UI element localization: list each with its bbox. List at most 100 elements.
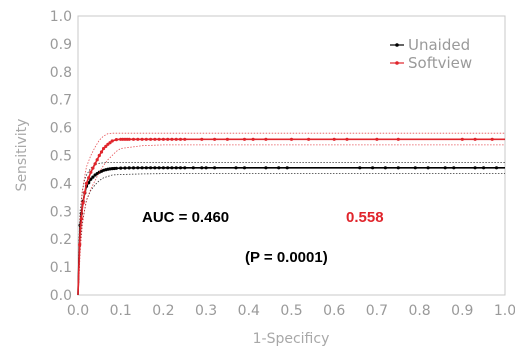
point-softview: [174, 137, 178, 141]
point-unaided: [144, 166, 148, 170]
point-softview: [396, 137, 400, 141]
point-unaided: [166, 166, 170, 170]
point-softview: [108, 141, 112, 145]
point-unaided: [200, 166, 204, 170]
ci-upper-softview: [77, 132, 505, 296]
point-softview: [91, 166, 95, 170]
ci-upper-unaided: [77, 162, 505, 296]
point-unaided: [452, 166, 456, 170]
point-softview: [140, 137, 144, 141]
point-unaided: [157, 166, 161, 170]
point-softview: [83, 190, 87, 194]
point-softview: [102, 146, 106, 151]
y-tick-label: 0.6: [50, 121, 72, 137]
point-unaided: [413, 166, 417, 170]
point-softview: [78, 243, 82, 247]
legend-marker-softview: [395, 61, 399, 65]
point-unaided: [204, 166, 208, 170]
auc-unaided-label: AUC = 0.460: [142, 209, 229, 226]
point-unaided: [473, 166, 477, 170]
point-softview: [183, 137, 187, 141]
point-unaided: [443, 166, 447, 170]
y-tick-label: 0.0: [50, 288, 72, 304]
point-softview: [251, 137, 255, 141]
x-tick-label: 0.9: [451, 303, 473, 319]
point-softview: [131, 137, 136, 141]
point-unaided: [161, 166, 165, 170]
point-softview: [473, 137, 477, 141]
y-tick-label: 0.4: [50, 176, 72, 192]
auc-softview-label: 0.558: [346, 209, 384, 226]
point-unaided: [140, 166, 144, 170]
ci-lower-unaided: [77, 173, 505, 296]
point-softview: [110, 139, 114, 143]
point-unaided: [234, 166, 238, 170]
p-value-label: (P = 0.0001): [245, 249, 328, 266]
y-tick-label: 1.0: [50, 9, 72, 25]
legend-label-unaided: Unaided: [408, 36, 470, 54]
point-softview: [213, 137, 217, 141]
point-unaided: [123, 166, 127, 170]
point-unaided: [131, 166, 136, 170]
y-axis-title: Sensitivity: [14, 119, 30, 192]
legend: Unaided Softview: [390, 36, 472, 72]
legend-label-softview: Softview: [408, 54, 472, 72]
point-unaided: [191, 166, 195, 170]
point-softview: [81, 201, 85, 205]
curve-unaided: [77, 167, 505, 296]
x-tick-label: 0.5: [280, 303, 302, 319]
point-softview: [95, 158, 99, 162]
point-unaided: [136, 166, 140, 170]
point-softview: [225, 137, 229, 141]
point-unaided: [242, 166, 247, 170]
series-unaided: [77, 162, 505, 296]
y-tick-label: 0.2: [50, 232, 72, 248]
point-unaided: [127, 166, 131, 170]
point-unaided: [213, 166, 217, 170]
point-unaided: [91, 175, 95, 179]
point-unaided: [494, 166, 499, 170]
x-tick-label: 1.0: [494, 303, 515, 319]
point-softview: [97, 153, 101, 158]
point-unaided: [396, 166, 400, 170]
point-unaided: [153, 166, 157, 170]
x-tick-label: 0.0: [67, 303, 89, 319]
point-softview: [114, 138, 118, 142]
point-unaided: [174, 166, 178, 170]
legend-marker-unaided: [395, 43, 399, 47]
point-softview: [89, 170, 93, 174]
point-softview: [242, 137, 247, 141]
point-softview: [144, 137, 148, 141]
point-unaided: [114, 166, 118, 170]
point-unaided: [178, 166, 183, 170]
point-softview: [136, 137, 140, 141]
point-softview: [375, 137, 379, 141]
point-unaided: [149, 166, 153, 170]
point-softview: [104, 144, 108, 148]
point-softview: [99, 150, 104, 154]
point-unaided: [482, 166, 486, 170]
point-softview: [153, 137, 157, 141]
point-softview: [157, 137, 161, 141]
x-axis-ticks: 0.0 0.1 0.2 0.3 0.4 0.5 0.6 0.7 0.8 0.9 1.0: [67, 303, 515, 319]
y-tick-label: 0.3: [50, 204, 72, 220]
x-tick-label: 0.6: [323, 303, 345, 319]
point-unaided: [119, 166, 123, 170]
point-softview: [332, 137, 336, 141]
point-softview: [460, 137, 464, 141]
point-softview: [149, 137, 153, 141]
x-tick-label: 0.8: [408, 303, 430, 319]
y-tick-label: 0.7: [50, 93, 72, 109]
point-unaided: [170, 166, 174, 170]
plot-area: [77, 15, 506, 296]
point-unaided: [371, 166, 375, 170]
point-softview: [345, 137, 349, 141]
point-unaided: [277, 166, 281, 170]
point-softview: [170, 137, 174, 141]
x-tick-label: 0.7: [366, 303, 388, 319]
point-softview: [166, 137, 170, 141]
point-softview: [84, 181, 89, 185]
ci-lower-softview: [77, 144, 505, 296]
point-softview: [178, 137, 183, 141]
y-tick-label: 0.8: [50, 65, 72, 81]
